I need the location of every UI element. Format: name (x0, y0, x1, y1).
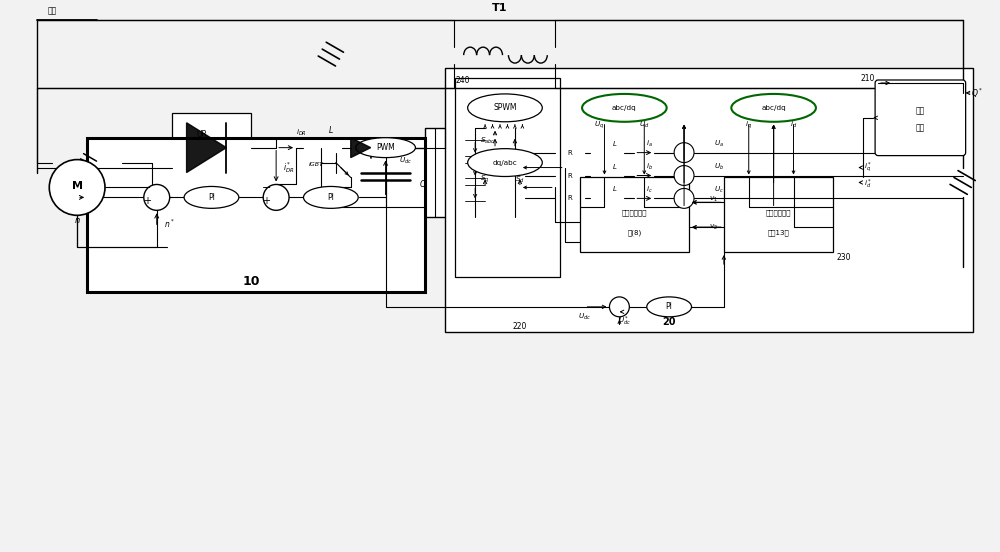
Circle shape (674, 142, 694, 163)
Bar (555, 146, 585, 159)
Text: $U_{dc}$: $U_{dc}$ (399, 156, 412, 166)
Bar (555, 169, 585, 182)
Text: 式(8): 式(8) (627, 229, 641, 236)
Bar (425, 128, 525, 217)
Text: PI: PI (327, 193, 334, 202)
Text: +: + (262, 197, 270, 206)
Text: 230: 230 (836, 253, 851, 262)
Text: $U_b$: $U_b$ (714, 161, 724, 172)
Text: $v_1$: $v_1$ (709, 195, 718, 204)
Text: $i_d$: $i_d$ (790, 120, 797, 130)
Text: PI: PI (208, 193, 215, 202)
Text: dq/abc: dq/abc (493, 160, 517, 166)
Ellipse shape (184, 187, 239, 208)
Text: R: R (567, 150, 572, 156)
Bar (878, 83, 963, 152)
Text: PWM: PWM (376, 143, 395, 152)
Text: $S_{abc}$: $S_{abc}$ (480, 136, 496, 146)
Text: abc/dq: abc/dq (761, 105, 786, 111)
Bar (580, 178, 689, 252)
Bar (172, 113, 251, 183)
Text: $i_q$: $i_q$ (745, 119, 752, 130)
Bar (724, 178, 833, 252)
Ellipse shape (468, 94, 542, 122)
Text: 10: 10 (243, 275, 260, 289)
Circle shape (49, 160, 105, 215)
Circle shape (609, 297, 629, 317)
Text: 电流: 电流 (916, 123, 925, 132)
Ellipse shape (582, 94, 667, 122)
Text: L: L (612, 141, 616, 147)
Text: −: − (142, 183, 151, 193)
Text: $i_d^*$: $i_d^*$ (864, 178, 872, 191)
Ellipse shape (468, 148, 542, 177)
Text: M: M (72, 182, 83, 192)
Text: $U_{dc}^*$: $U_{dc}^*$ (618, 315, 631, 328)
Text: L: L (612, 163, 616, 169)
Text: +: + (143, 197, 151, 206)
Text: L: L (329, 126, 333, 135)
Text: 系统控制输入: 系统控制输入 (622, 209, 647, 216)
Text: n: n (75, 216, 80, 225)
Text: $i_a$: $i_a$ (646, 139, 653, 149)
Text: SPWM: SPWM (493, 103, 517, 113)
Text: $i_b$: $i_b$ (646, 161, 653, 172)
Circle shape (674, 166, 694, 185)
Text: $S_d$: $S_d$ (515, 174, 525, 184)
Ellipse shape (647, 297, 692, 317)
Text: C: C (420, 180, 425, 189)
Text: R: R (567, 173, 572, 178)
Text: 210: 210 (861, 73, 875, 82)
Text: $i_q^*$: $i_q^*$ (864, 160, 872, 175)
Text: 式（13）: 式（13） (768, 229, 789, 236)
Bar (445, 68, 973, 332)
Ellipse shape (303, 187, 358, 208)
Text: T1: T1 (492, 3, 508, 13)
FancyBboxPatch shape (875, 80, 966, 156)
Text: abc/dq: abc/dq (612, 105, 637, 111)
Text: −: − (261, 183, 271, 193)
Text: 220: 220 (513, 322, 527, 331)
Bar (555, 192, 585, 205)
Text: R: R (567, 195, 572, 201)
Text: 变结构控制律: 变结构控制律 (766, 209, 791, 216)
Text: $Q^*$: $Q^*$ (971, 86, 984, 99)
Text: $i_{DR}^*$: $i_{DR}^*$ (283, 160, 295, 175)
Text: $i_c$: $i_c$ (646, 184, 653, 194)
Text: PI: PI (666, 302, 673, 311)
Text: 电压: 电压 (47, 7, 57, 16)
Text: $U_c$: $U_c$ (714, 184, 724, 194)
Circle shape (674, 188, 694, 208)
Text: IGBT: IGBT (308, 162, 323, 167)
Polygon shape (187, 123, 226, 173)
Text: $v_2$: $v_2$ (709, 222, 718, 232)
Polygon shape (351, 137, 371, 158)
Text: $U_{dc}$: $U_{dc}$ (578, 312, 591, 322)
Text: $U_d$: $U_d$ (639, 120, 650, 130)
Text: $U_a$: $U_a$ (714, 139, 724, 149)
Text: L: L (612, 187, 616, 193)
Text: 20: 20 (662, 317, 676, 327)
Text: $i_{DR}$: $i_{DR}$ (296, 128, 306, 138)
Text: $n^*$: $n^*$ (164, 218, 175, 231)
Text: 无功: 无功 (916, 107, 925, 115)
Text: UR: UR (196, 130, 207, 139)
Bar (87, 137, 425, 292)
Text: $S_q$: $S_q$ (480, 174, 490, 185)
Ellipse shape (731, 94, 816, 122)
Bar (455, 78, 560, 277)
Circle shape (263, 184, 289, 210)
Text: $U_q$: $U_q$ (594, 119, 605, 130)
Ellipse shape (356, 137, 415, 158)
Circle shape (144, 184, 170, 210)
Text: 240: 240 (455, 77, 470, 86)
